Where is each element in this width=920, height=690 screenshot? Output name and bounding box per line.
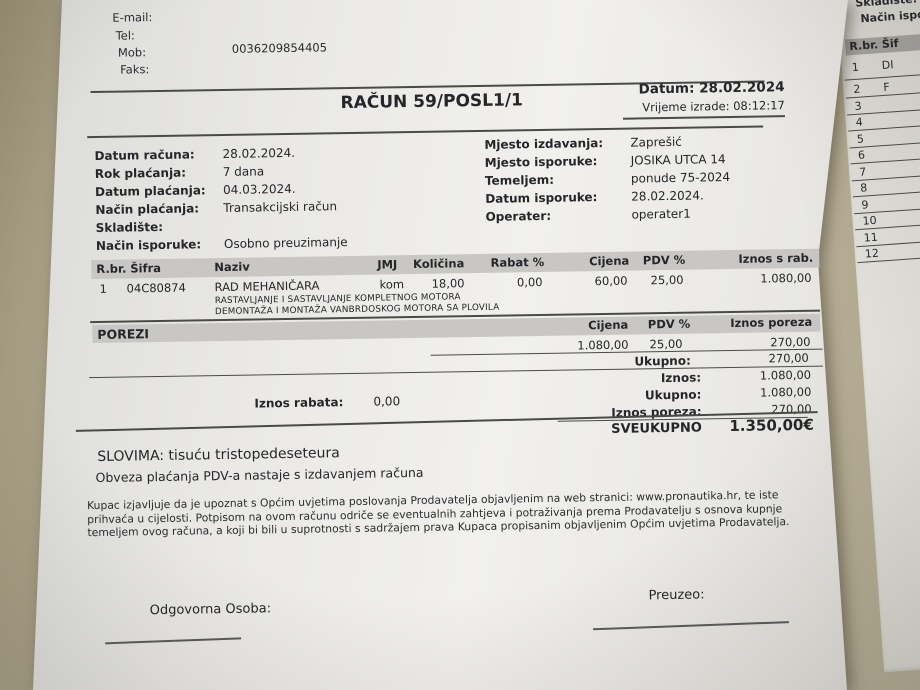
- total-ukupno-value: 1.080,00: [760, 384, 812, 400]
- porezi-ukupno-value: 270,00: [768, 350, 809, 366]
- slovima-text: SLOVIMA: tisuću tristopedeseteura: [97, 445, 340, 465]
- invoice-time: Vrijeme izrade: 08:12:17: [642, 98, 785, 115]
- item-iznos: 1.080,00: [760, 270, 812, 286]
- col-naziv: Naziv: [214, 259, 250, 275]
- detail-row: Temeljem: ponude 75-2024: [484, 170, 731, 188]
- item-rabat: 0,00: [516, 274, 543, 290]
- date-rule: [622, 115, 786, 120]
- col-sifra: Šifra: [130, 260, 162, 276]
- detail-row: Operater: operater1: [485, 206, 691, 224]
- item-naziv: RAD MEHANIČARA: [214, 278, 320, 295]
- item-sifra: 04C80874: [126, 280, 186, 296]
- detail-row: Skladište:: [95, 219, 164, 235]
- detail-row: Rok plaćanja: 7 dana: [94, 164, 265, 181]
- detail-row: Mjesto izdavanja: Zaprešić: [484, 134, 682, 152]
- col-pdv: PDV %: [642, 252, 686, 268]
- col-rabat: Rabat %: [490, 254, 545, 270]
- col-iznos: Iznos s rab.: [738, 250, 814, 266]
- total-iznos-value: 1.080,00: [759, 367, 812, 383]
- invoice-date: Datum: 28.02.2024: [638, 79, 785, 98]
- detail-row: Mjesto isporuke: JOSIKA UTCA 14: [484, 152, 726, 170]
- mob-value: 0036209854405: [231, 40, 328, 56]
- email-label: E-mail:: [112, 10, 153, 25]
- pdv-note: Obveza plaćanja PDV-a nastaje s izdavanj…: [95, 464, 424, 486]
- detail-row: Datum računa: 28.02.2024.: [94, 145, 296, 163]
- received-by-label: Preuzeo:: [648, 587, 705, 604]
- responsible-person-label: Odgovorna Osoba:: [149, 601, 272, 619]
- porezi-title: POREZI: [97, 326, 150, 342]
- item-description: RASTAVLJANJE I SASTAVLJANJE KOMPLETNOG M…: [214, 292, 500, 317]
- detail-row: Način isporuke: Osobno preuzimanje: [95, 235, 348, 253]
- terms-paragraph: Kupac izjavljuje da je upoznat s Općim u…: [86, 488, 790, 540]
- detail-row: Način plaćanja: Transakcijski račun: [95, 199, 338, 217]
- item-kolicina: 18,00: [431, 276, 465, 291]
- col-kolicina: Količina: [412, 256, 465, 272]
- rabata-label: Iznos rabata:: [254, 395, 344, 411]
- item-pdv: 25,00: [650, 272, 684, 288]
- sveukupno-value: 1.350,00€: [729, 415, 814, 436]
- mob-label: Mob:: [117, 45, 147, 60]
- detail-row: Datum isporuke: 28.02.2024.: [485, 188, 704, 206]
- rabata-value: 0,00: [373, 394, 401, 409]
- item-rbr: 1: [99, 281, 108, 296]
- received-signature-line: [593, 621, 789, 630]
- porezi-col-iznos: Iznos poreza: [730, 314, 813, 331]
- tel-label: Tel:: [115, 28, 135, 43]
- col-rbr: R.br.: [96, 261, 127, 276]
- detail-row: Datum plaćanja: 04.03.2024.: [94, 181, 296, 199]
- responsible-signature-line: [105, 637, 242, 644]
- invoice-title: RAČUN 59/POSL1/1: [340, 90, 524, 114]
- faks-label: Faks:: [120, 62, 150, 77]
